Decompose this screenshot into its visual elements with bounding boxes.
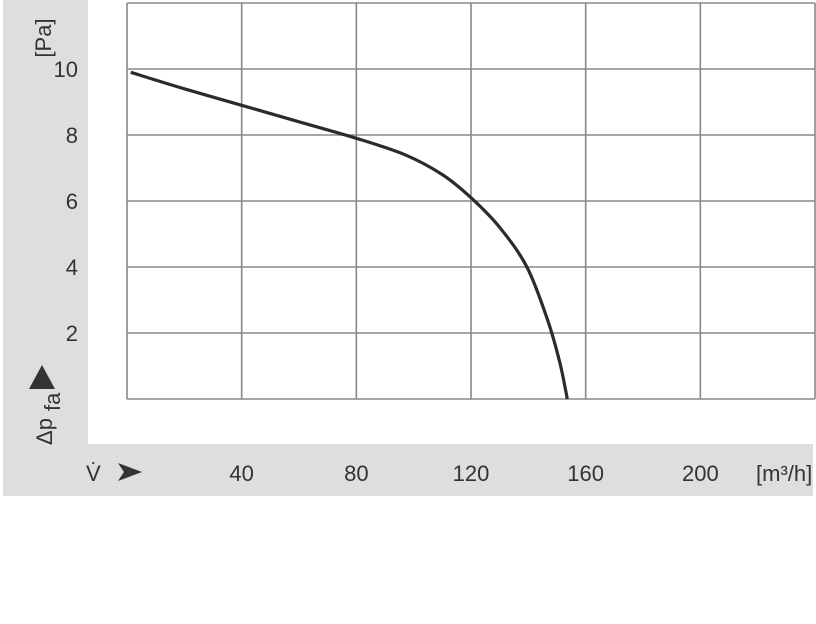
y-axis-label-subscript: fa: [40, 392, 65, 411]
grid: [126, 2, 816, 400]
y-tick-label: 6: [66, 189, 78, 214]
y-axis-label-text: Δp: [32, 418, 57, 445]
x-tick-label: 40: [229, 461, 253, 486]
x-tick-label: 200: [682, 461, 719, 486]
x-arrow-icon: [118, 463, 142, 481]
x-tick-label: 160: [567, 461, 604, 486]
series-line: [130, 70, 569, 400]
y-tick-label: 10: [54, 57, 78, 82]
y-tick-labels: 2 4 6 8 10: [54, 57, 78, 346]
y-tick-label: 2: [66, 321, 78, 346]
y-tick-label: 4: [66, 255, 78, 280]
x-axis-label: V̇: [86, 461, 101, 486]
x-tick-label: 80: [344, 461, 368, 486]
y-tick-label: 8: [66, 123, 78, 148]
y-axis-label: Δp fa: [32, 392, 65, 445]
x-tick-labels: 40 80 120 160 200: [229, 461, 718, 486]
x-tick-label: 120: [453, 461, 490, 486]
x-axis-panel: [3, 444, 813, 496]
y-arrow-icon: [29, 365, 55, 389]
y-unit-label: [Pa]: [31, 18, 56, 57]
x-unit-label: [m³/h]: [756, 461, 812, 486]
